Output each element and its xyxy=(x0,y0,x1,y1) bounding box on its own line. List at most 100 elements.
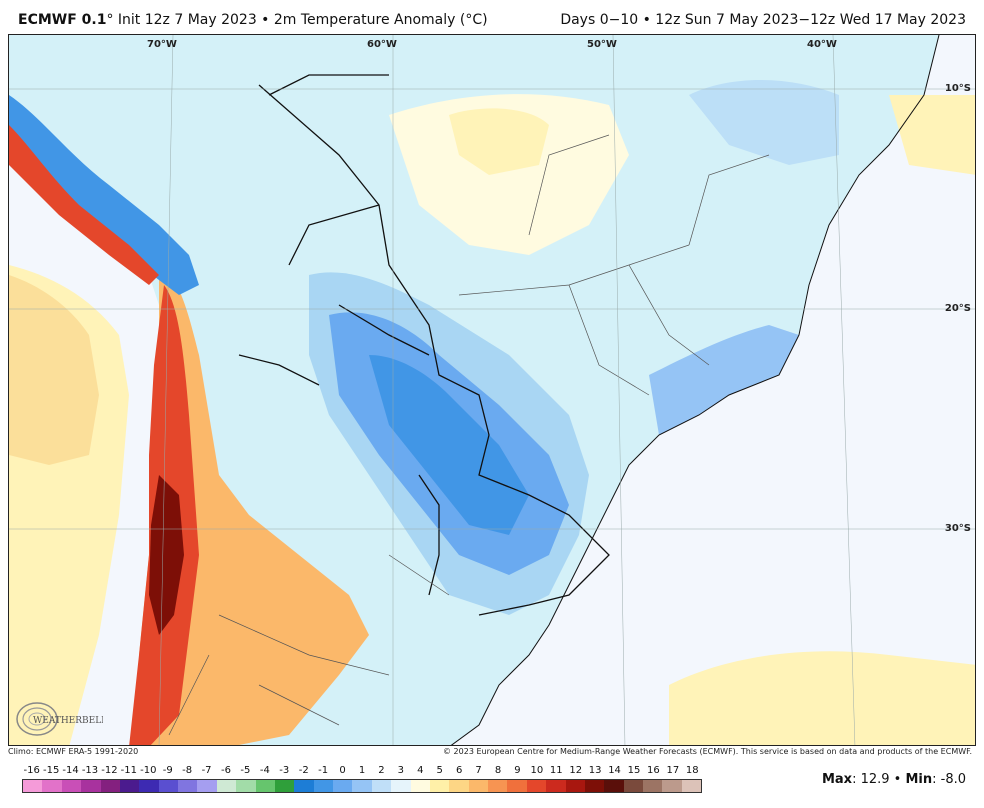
colorbar-swatch xyxy=(623,780,643,792)
south-atlantic-warm xyxy=(669,651,975,745)
map-canvas xyxy=(9,35,975,745)
colorbar-swatch xyxy=(119,780,140,792)
state-borders xyxy=(168,134,770,736)
colorbar-tick-label: 16 xyxy=(647,765,660,776)
peru-coast-warm xyxy=(9,125,159,285)
colorbar-swatch xyxy=(274,780,295,792)
lat-label-10s: 10°S xyxy=(944,83,971,94)
colorbar-swatch xyxy=(42,780,62,792)
colorbar-tick-label: 15 xyxy=(627,765,641,776)
colorbar xyxy=(22,779,702,793)
colorbar-tick-label: 4 xyxy=(417,765,424,776)
colorbar-swatch xyxy=(429,780,450,792)
lon-label-50w: 50°W xyxy=(587,39,617,50)
colorbar-swatch xyxy=(333,780,353,792)
min-value: : -8.0 xyxy=(932,772,966,787)
colorbar-tick-label: -7 xyxy=(201,765,212,776)
colorbar-tick-label: -12 xyxy=(101,765,118,776)
colorbar-tick-label: -2 xyxy=(298,765,309,776)
colorbar-tick-label: -5 xyxy=(240,765,251,776)
country-borders xyxy=(238,74,610,616)
colorbar-swatch xyxy=(410,780,430,792)
min-label: Min xyxy=(905,772,933,787)
colorbar-swatch xyxy=(294,780,314,792)
colorbar-tick-label: 3 xyxy=(397,765,405,776)
colorbar-tick-label: 6 xyxy=(455,765,463,776)
lon-label-60w: 60°W xyxy=(367,39,397,50)
colorbar-tick-label: 18 xyxy=(685,765,699,776)
colorbar-swatch xyxy=(178,780,198,792)
coast-cold-band xyxy=(649,325,799,435)
meridian-lines xyxy=(158,35,856,745)
colorbar-tick-label: 11 xyxy=(549,765,563,776)
lat-label-30s: 30°S xyxy=(944,523,971,534)
weatherbell-logo: WEATHERBELL xyxy=(13,695,103,741)
lon-label-70w: 70°W xyxy=(147,39,177,50)
colorbar-swatch xyxy=(61,780,82,792)
colorbar-swatch xyxy=(81,780,101,792)
colorbar-swatch xyxy=(681,780,702,792)
peru-andes-cold xyxy=(9,95,199,295)
colorbar-tick-label: 12 xyxy=(569,765,583,776)
northeast-cool-patch xyxy=(689,80,839,165)
colorbar-labels: -16 -15 -14 -13 -12 -11 -10 -9 -8 -7 -6 -5 -4 -3 -2 -1 0… xyxy=(22,765,702,779)
colorbar-swatch xyxy=(565,780,585,792)
andes-extreme-patch xyxy=(149,475,184,635)
colorbar-tick-label: 14 xyxy=(608,765,621,776)
copyright-text: © 2023 European Centre for Medium-Range … xyxy=(443,747,972,756)
colorbar-swatch xyxy=(507,780,527,792)
colorbar-swatch xyxy=(197,780,217,792)
colorbar-tick-label: 17 xyxy=(666,765,680,776)
max-label: Max xyxy=(821,772,853,787)
colorbar-tick-label: 8 xyxy=(494,765,502,776)
cold-anomaly-core xyxy=(369,355,529,535)
colorbar-tick-label: -1 xyxy=(318,765,329,776)
lon-label-40w: 40°W xyxy=(807,39,837,50)
colorbar-swatch xyxy=(526,780,547,792)
colorbar-tick-label: -11 xyxy=(120,765,138,776)
colorbar-swatch xyxy=(449,780,469,792)
colorbar-tick-label: 0 xyxy=(339,765,346,776)
coastline xyxy=(450,35,940,745)
colorbar-tick-label: -9 xyxy=(162,765,173,776)
colorbar-tick-label: 10 xyxy=(530,765,544,776)
colorbar-swatch xyxy=(488,780,508,792)
svg-text:WEATHERBELL: WEATHERBELL xyxy=(33,716,103,726)
colorbar-swatch xyxy=(468,780,488,792)
colorbar-swatch xyxy=(391,780,411,792)
colorbar-tick-label: -16 xyxy=(23,765,40,776)
colorbar-swatch xyxy=(371,780,392,792)
colorbar-swatch xyxy=(546,780,566,792)
lat-label-20s: 20°S xyxy=(944,303,971,314)
colorbar-tick-label: -3 xyxy=(279,765,290,776)
pacific-orange-patch xyxy=(9,275,99,465)
argentina-warm-region xyxy=(139,265,369,745)
colorbar-tick-label: -14 xyxy=(62,765,79,776)
colorbar-tick-label: 1 xyxy=(358,765,366,776)
colorbar-swatch xyxy=(662,780,682,792)
colorbar-swatch xyxy=(255,780,275,792)
colorbar-tick-label: -6 xyxy=(221,765,231,776)
colorbar-swatch xyxy=(216,780,237,792)
colorbar-swatch xyxy=(23,780,43,792)
colorbar-tick-label: -13 xyxy=(81,765,99,776)
valid-period: Days 0−10 • 12z Sun 7 May 2023−12z Wed 1… xyxy=(560,12,966,28)
colorbar-swatch xyxy=(584,780,605,792)
colorbar-tick-label: -10 xyxy=(140,765,157,776)
colorbar-swatch xyxy=(604,780,624,792)
model-name: ECMWF 0.1 xyxy=(18,12,107,28)
climo-text: Climo: ECMWF ERA-5 1991-2020 xyxy=(8,747,139,756)
colorbar-tick-label: -8 xyxy=(182,765,193,776)
brazil-warm-patch xyxy=(389,94,629,255)
max-min-readout: Max: 12.9 • Min: -8.0 xyxy=(822,772,966,787)
init-text: ° Init 12z 7 May 2023 • 2m Temperature A… xyxy=(106,12,488,28)
header: ECMWF 0.1° Init 12z 7 May 2023 • 2m Temp… xyxy=(0,0,984,34)
colorbar-tick-label: 9 xyxy=(514,765,521,776)
colorbar-tick-label: 5 xyxy=(436,765,443,776)
anomaly-map[interactable]: 70°W 60°W 50°W 40°W 10°S 20°S 30°S WEATH… xyxy=(8,34,976,746)
colorbar-tick-label: 7 xyxy=(475,765,482,776)
colorbar-tick-label: -15 xyxy=(42,765,60,776)
title-left: ECMWF 0.1° Init 12z 7 May 2023 • 2m Temp… xyxy=(18,12,488,28)
colorbar-swatch xyxy=(352,780,372,792)
max-value: : 12.9 • xyxy=(852,772,906,787)
